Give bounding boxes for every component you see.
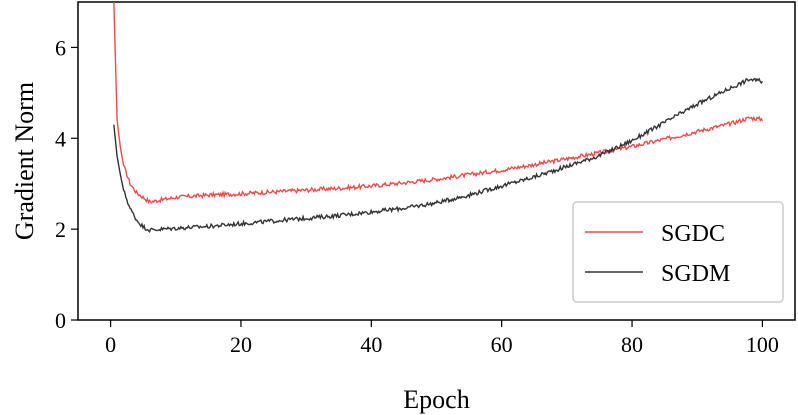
y-axis-label: Gradient Norm [10,82,39,240]
x-tick-label: 100 [746,332,779,357]
legend-box [572,201,784,303]
series-line-sgdc [113,2,764,205]
x-tick-label: 0 [105,332,116,357]
series-layer [113,2,764,234]
y-tick-label: 0 [55,308,66,333]
y-tick-label: 6 [55,35,66,60]
plot-frame [77,1,796,321]
y-tick-label: 4 [55,126,66,151]
plot-area [77,1,796,321]
legend-label-sgdm: SGDM [661,261,730,287]
series-line-sgdm [113,77,763,234]
x-tick-label: 60 [491,332,513,357]
x-tick-label: 80 [621,332,643,357]
x-axis-ticks: 0 20 40 60 80 100 [105,320,779,357]
x-axis-label: Epoch [403,385,469,414]
legend-label-sgdc: SGDC [661,221,725,247]
y-axis-ticks: 0 2 4 6 [55,35,78,333]
x-tick-label: 20 [230,332,252,357]
y-tick-label: 2 [55,217,66,242]
x-tick-label: 40 [360,332,382,357]
legend: SGDC SGDM [572,201,784,303]
